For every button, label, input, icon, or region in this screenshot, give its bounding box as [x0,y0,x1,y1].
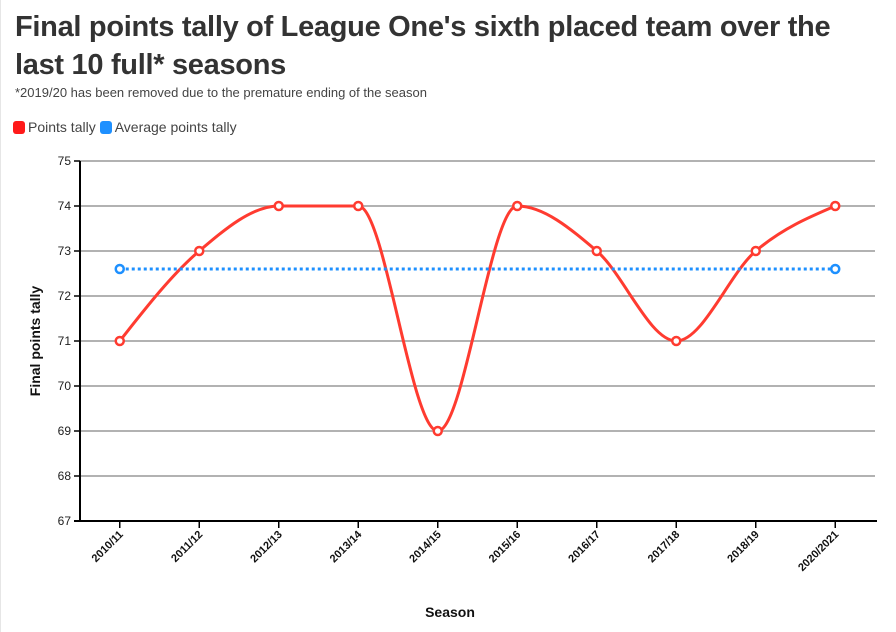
legend-item-average[interactable]: Average points tally [99,119,237,135]
y-tick-label: 75 [58,154,72,168]
y-tick-label: 69 [58,424,72,438]
data-point[interactable] [114,263,125,275]
data-point[interactable] [830,200,841,212]
data-point[interactable] [194,245,205,257]
data-point[interactable] [353,200,364,212]
data-point[interactable] [273,200,284,212]
legend: Points tally Average points tally [13,119,241,135]
data-point[interactable] [750,245,761,257]
y-tick-label: 70 [58,379,72,393]
x-tick-label: 2012/13 [248,529,285,566]
x-tick-label: 2013/14 [328,528,365,565]
legend-swatch-average [99,120,112,134]
legend-label-points: Points tally [28,119,96,135]
legend-swatch-points [13,120,25,134]
data-point[interactable] [671,335,682,347]
y-tick-label: 74 [58,199,72,213]
x-axis-label: Season [425,604,475,620]
y-tick-label: 72 [58,289,72,303]
legend-item-points[interactable]: Points tally [13,119,96,135]
data-point[interactable] [512,200,523,212]
data-point[interactable] [114,335,125,347]
x-tick-label: 2014/15 [407,529,444,566]
chart-subtitle: *2019/20 has been removed due to the pre… [15,85,427,100]
x-tick-label: 2015/16 [487,529,524,566]
y-tick-label: 73 [58,244,72,258]
data-point[interactable] [432,425,443,437]
x-tick-label: 2010/11 [90,529,126,565]
legend-label-average: Average points tally [114,119,237,135]
x-tick-label: 2011/12 [169,529,205,565]
series-line-points [118,204,836,433]
y-tick-label: 71 [58,334,72,348]
y-tick-label: 67 [58,514,72,528]
x-tick-label: 2017/18 [646,529,683,566]
y-axis-label: Final points tally [27,286,43,397]
chart-title: Final points tally of League One's sixth… [15,11,831,81]
data-point[interactable] [591,245,602,257]
data-point[interactable] [830,263,841,275]
x-tick-label: 2020/2021 [796,529,841,574]
x-tick-label: 2018/19 [725,529,762,566]
y-tick-label: 68 [58,469,72,483]
x-tick-label: 2016/17 [566,529,603,566]
